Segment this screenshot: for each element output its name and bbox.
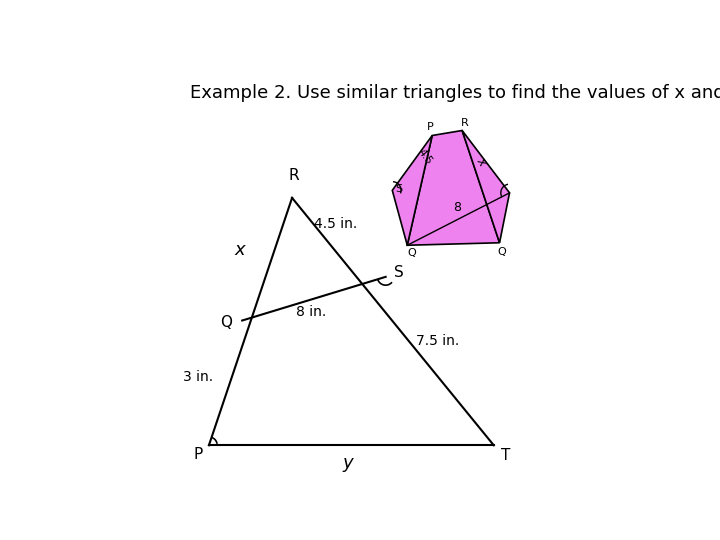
Text: T: T: [501, 448, 510, 463]
Text: Q: Q: [408, 248, 417, 258]
Text: 8 in.: 8 in.: [296, 305, 326, 319]
Text: S: S: [396, 184, 402, 194]
Text: R: R: [461, 118, 469, 128]
Text: x: x: [474, 155, 489, 168]
Text: Q: Q: [498, 247, 506, 256]
Text: y: y: [343, 454, 354, 472]
Text: 4.5: 4.5: [415, 147, 433, 166]
Text: R: R: [288, 168, 299, 183]
Text: Q: Q: [220, 315, 232, 330]
Text: x: x: [235, 241, 246, 259]
Text: 3 in.: 3 in.: [184, 370, 214, 383]
Text: 8: 8: [453, 201, 461, 214]
Text: P: P: [194, 447, 203, 462]
Polygon shape: [462, 131, 510, 243]
Text: Example 2. Use similar triangles to find the values of x and y.: Example 2. Use similar triangles to find…: [190, 84, 720, 102]
Polygon shape: [408, 131, 500, 245]
Text: S: S: [394, 265, 404, 280]
Text: P: P: [427, 122, 433, 132]
Text: 4.5 in.: 4.5 in.: [314, 217, 357, 231]
Text: 7.5 in.: 7.5 in.: [416, 334, 459, 348]
Polygon shape: [392, 136, 432, 245]
